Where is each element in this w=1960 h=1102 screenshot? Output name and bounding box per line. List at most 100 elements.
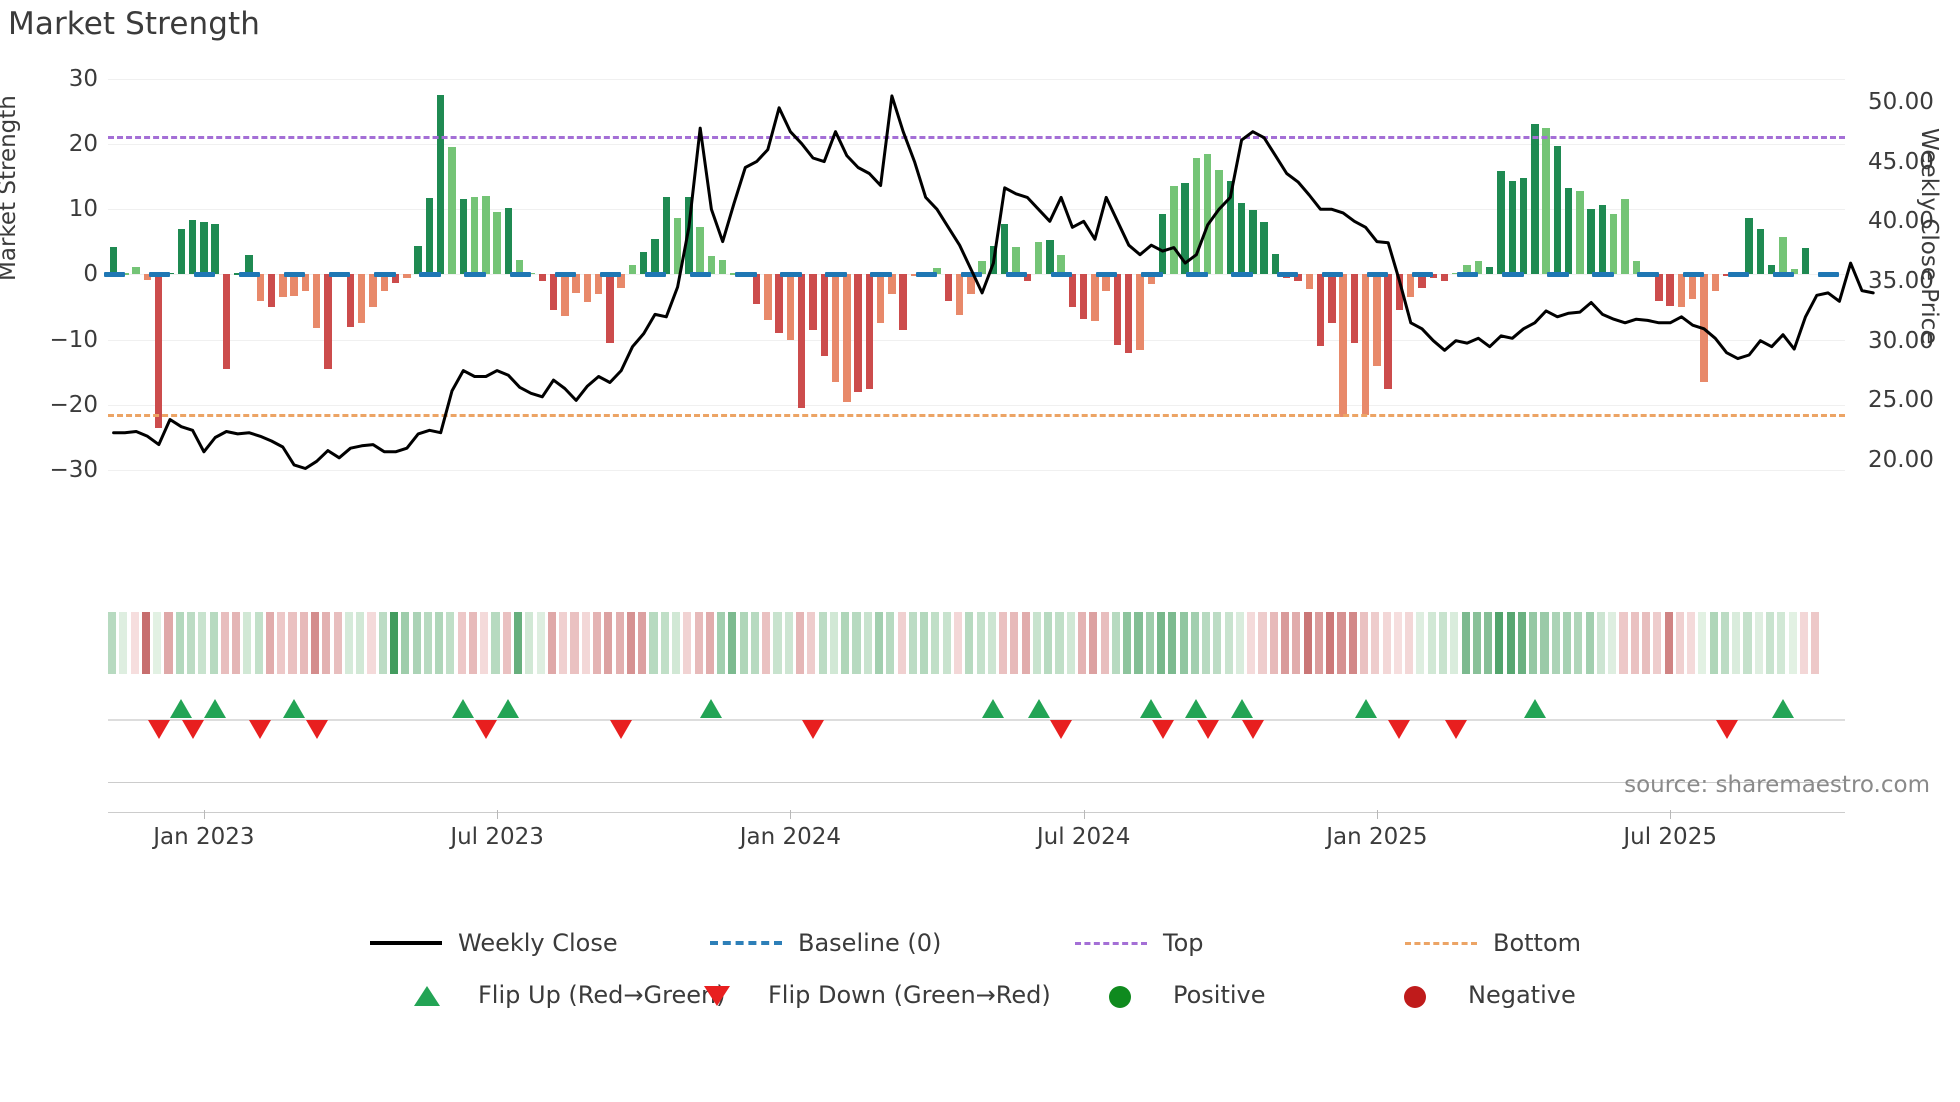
x-tick-label: Jul 2025 <box>1623 824 1717 850</box>
strength-bar <box>358 274 366 324</box>
legend-item[interactable]: Negative <box>1380 974 1576 1016</box>
strength-bar <box>1271 253 1280 275</box>
heatmap-cell <box>1484 612 1493 674</box>
strength-bar <box>538 274 546 281</box>
triangle-down-icon <box>1196 720 1219 739</box>
baseline-segment <box>825 272 847 278</box>
baseline-segment <box>103 272 125 278</box>
legend-item[interactable]: Flip Down (Green→Red) <box>680 974 1051 1016</box>
heatmap-cell <box>1687 612 1696 674</box>
heatmap-cell <box>626 612 635 674</box>
legend-item-label: Negative <box>1468 981 1576 1009</box>
heatmap-cell <box>1563 612 1572 674</box>
triangle-up-icon <box>1027 699 1050 718</box>
strength-bar <box>1564 187 1573 275</box>
triangle-down-icon <box>1151 720 1174 739</box>
strength-bar <box>1046 239 1054 275</box>
baseline-segment <box>1727 272 1750 278</box>
baseline-segment <box>1050 272 1073 278</box>
legend-item[interactable]: Baseline (0) <box>710 922 941 964</box>
heatmap-cell <box>198 612 207 674</box>
heatmap-cell <box>311 612 320 674</box>
heatmap-cell <box>164 612 173 674</box>
strength-bar <box>166 272 174 275</box>
heatmap-cell <box>750 612 760 674</box>
x-tick-label: Jan 2024 <box>739 824 842 850</box>
strength-bar <box>1068 274 1077 308</box>
strength-bar <box>594 274 603 295</box>
baseline-segment <box>1096 272 1118 278</box>
legend-item[interactable]: Bottom <box>1405 922 1581 964</box>
triangle-up-icon <box>1140 699 1163 718</box>
x-tick-mark <box>203 810 205 819</box>
strength-bar <box>1237 202 1246 275</box>
heatmap-cell <box>1506 612 1515 674</box>
strength-bar <box>1610 214 1618 275</box>
solid-line-icon <box>370 931 442 955</box>
heatmap-cell <box>401 612 410 674</box>
triangle-down-icon <box>1715 720 1738 739</box>
strength-bar <box>797 274 806 409</box>
strength-bar <box>346 274 355 327</box>
y-tick-right: 50.00 <box>1868 88 1934 115</box>
heatmap-cell <box>1134 612 1143 674</box>
legend-item[interactable]: Weekly Close <box>370 922 618 964</box>
x-tick-mark <box>790 810 792 819</box>
heatmap-cell <box>1247 612 1256 674</box>
strength-bar <box>1779 236 1787 275</box>
strength-bar <box>1395 274 1404 311</box>
baseline-segment <box>1682 272 1704 278</box>
heatmap-cell <box>1156 612 1166 674</box>
strength-bar <box>200 222 208 275</box>
strength-bar <box>1339 274 1347 417</box>
heatmap-cell <box>1044 612 1053 674</box>
strength-bar <box>843 274 851 402</box>
baseline-segment <box>329 272 351 278</box>
x-tick-label: Jul 2024 <box>1036 824 1131 850</box>
baseline-segment <box>1456 272 1479 278</box>
baseline-segment <box>1321 272 1344 278</box>
heatmap-cell <box>796 612 805 674</box>
heatmap-cell <box>920 612 929 674</box>
gridline <box>108 143 1845 145</box>
flip-marker-rows <box>108 690 1845 748</box>
dashed-line-icon <box>710 931 782 955</box>
legend-item[interactable]: Flip Up (Red→Green) <box>390 974 726 1016</box>
strength-bar <box>944 274 953 301</box>
heatmap-cell <box>1281 612 1290 674</box>
heatmap-cell <box>807 612 816 674</box>
strength-bar <box>561 274 569 316</box>
legend-item[interactable]: Positive <box>1085 974 1266 1016</box>
legend-item[interactable]: Top <box>1075 922 1204 964</box>
strength-bar <box>470 197 479 275</box>
heatmap-cell <box>908 612 917 674</box>
strength-bar <box>1113 274 1122 345</box>
baseline-segment <box>1005 272 1028 278</box>
strength-bar <box>820 274 828 357</box>
legend-item-label: Flip Up (Red→Green) <box>478 981 726 1009</box>
strength-bar <box>967 274 975 295</box>
x-tick-mark <box>1376 810 1378 819</box>
gridline <box>108 209 1845 211</box>
strength-bar <box>1598 204 1607 275</box>
heatmap-cell <box>277 612 286 674</box>
heatmap-cell <box>1777 612 1786 674</box>
strength-bar <box>403 274 411 279</box>
x-axis: Jan 2023 Jul 2023 Jan 2024 Jul 2024 Jan 2025… <box>108 810 1845 870</box>
triangle-down-icon <box>1050 720 1073 739</box>
heatmap-cell <box>1089 612 1098 674</box>
top-reference-line <box>108 136 1845 139</box>
heatmap-cell <box>1393 612 1402 674</box>
heatmap-cell <box>1709 612 1718 674</box>
triangle-up-icon <box>1771 699 1794 718</box>
heatmap-cell <box>333 612 342 674</box>
strength-bar <box>1012 247 1020 275</box>
triangle-down-icon <box>1444 720 1467 739</box>
heatmap-cell <box>1720 612 1730 674</box>
heatmap-cell <box>1529 612 1538 674</box>
heatmap-cell <box>1348 612 1357 674</box>
y-tick-right: 35.00 <box>1868 268 1934 294</box>
strength-bar <box>809 274 817 330</box>
legend-item-label: Weekly Close <box>458 929 618 957</box>
